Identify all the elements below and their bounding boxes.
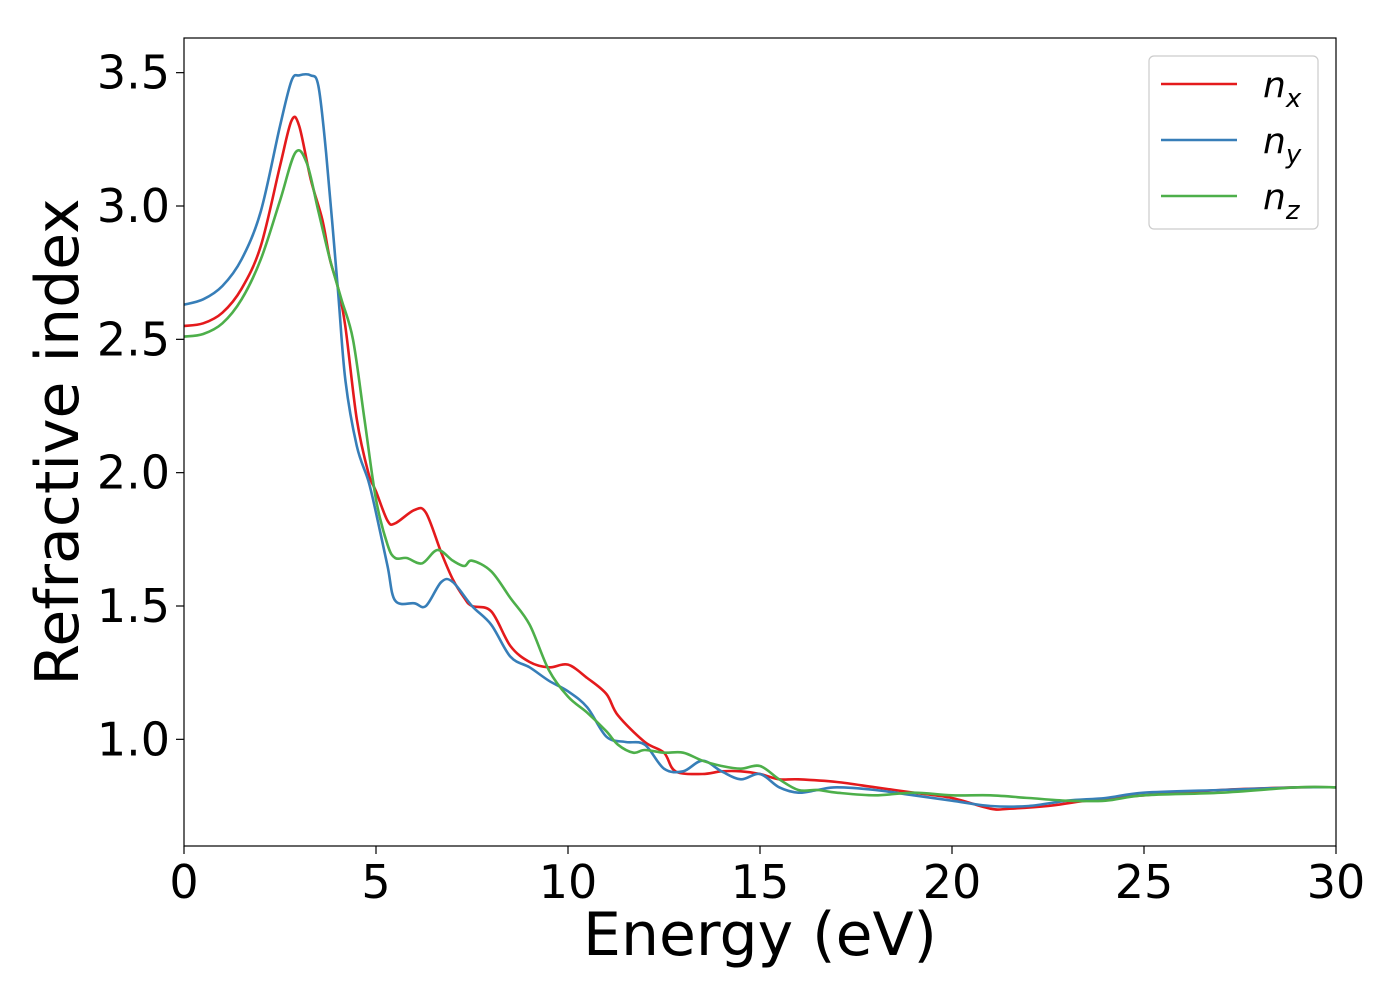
x-tick-label: 0 bbox=[169, 855, 198, 909]
series-line-nz bbox=[184, 149, 1336, 803]
y-tick-label: 2.0 bbox=[97, 446, 170, 500]
legend-label-ny: ny bbox=[1263, 121, 1302, 170]
x-tick-label: 15 bbox=[731, 855, 790, 909]
x-tick-label: 5 bbox=[361, 855, 390, 909]
x-tick-label: 20 bbox=[923, 855, 982, 909]
x-tick-label: 25 bbox=[1115, 855, 1174, 909]
y-tick-label: 3.0 bbox=[97, 179, 170, 233]
y-tick-label: 2.5 bbox=[97, 312, 170, 366]
y-tick-label: 3.5 bbox=[97, 46, 170, 100]
y-tick-label: 1.5 bbox=[97, 579, 170, 633]
legend-label-nz: nz bbox=[1263, 177, 1301, 226]
plot-background bbox=[184, 38, 1336, 846]
x-axis-title: Energy (eV) bbox=[583, 900, 937, 970]
y-tick-label: 1.0 bbox=[97, 712, 170, 766]
x-tick-label: 10 bbox=[539, 855, 598, 909]
y-axis-title: Refractive index bbox=[23, 198, 93, 685]
series-layer bbox=[184, 73, 1336, 811]
x-tick-label: 30 bbox=[1307, 855, 1366, 909]
y-axis-ticks: 1.0 1.5 2.0 2.5 3.0 3.5 bbox=[97, 46, 184, 766]
x-axis-ticks: 0 5 10 15 20 25 30 bbox=[169, 846, 1365, 909]
legend-box bbox=[1148, 55, 1319, 230]
series-line-ny bbox=[184, 73, 1336, 808]
